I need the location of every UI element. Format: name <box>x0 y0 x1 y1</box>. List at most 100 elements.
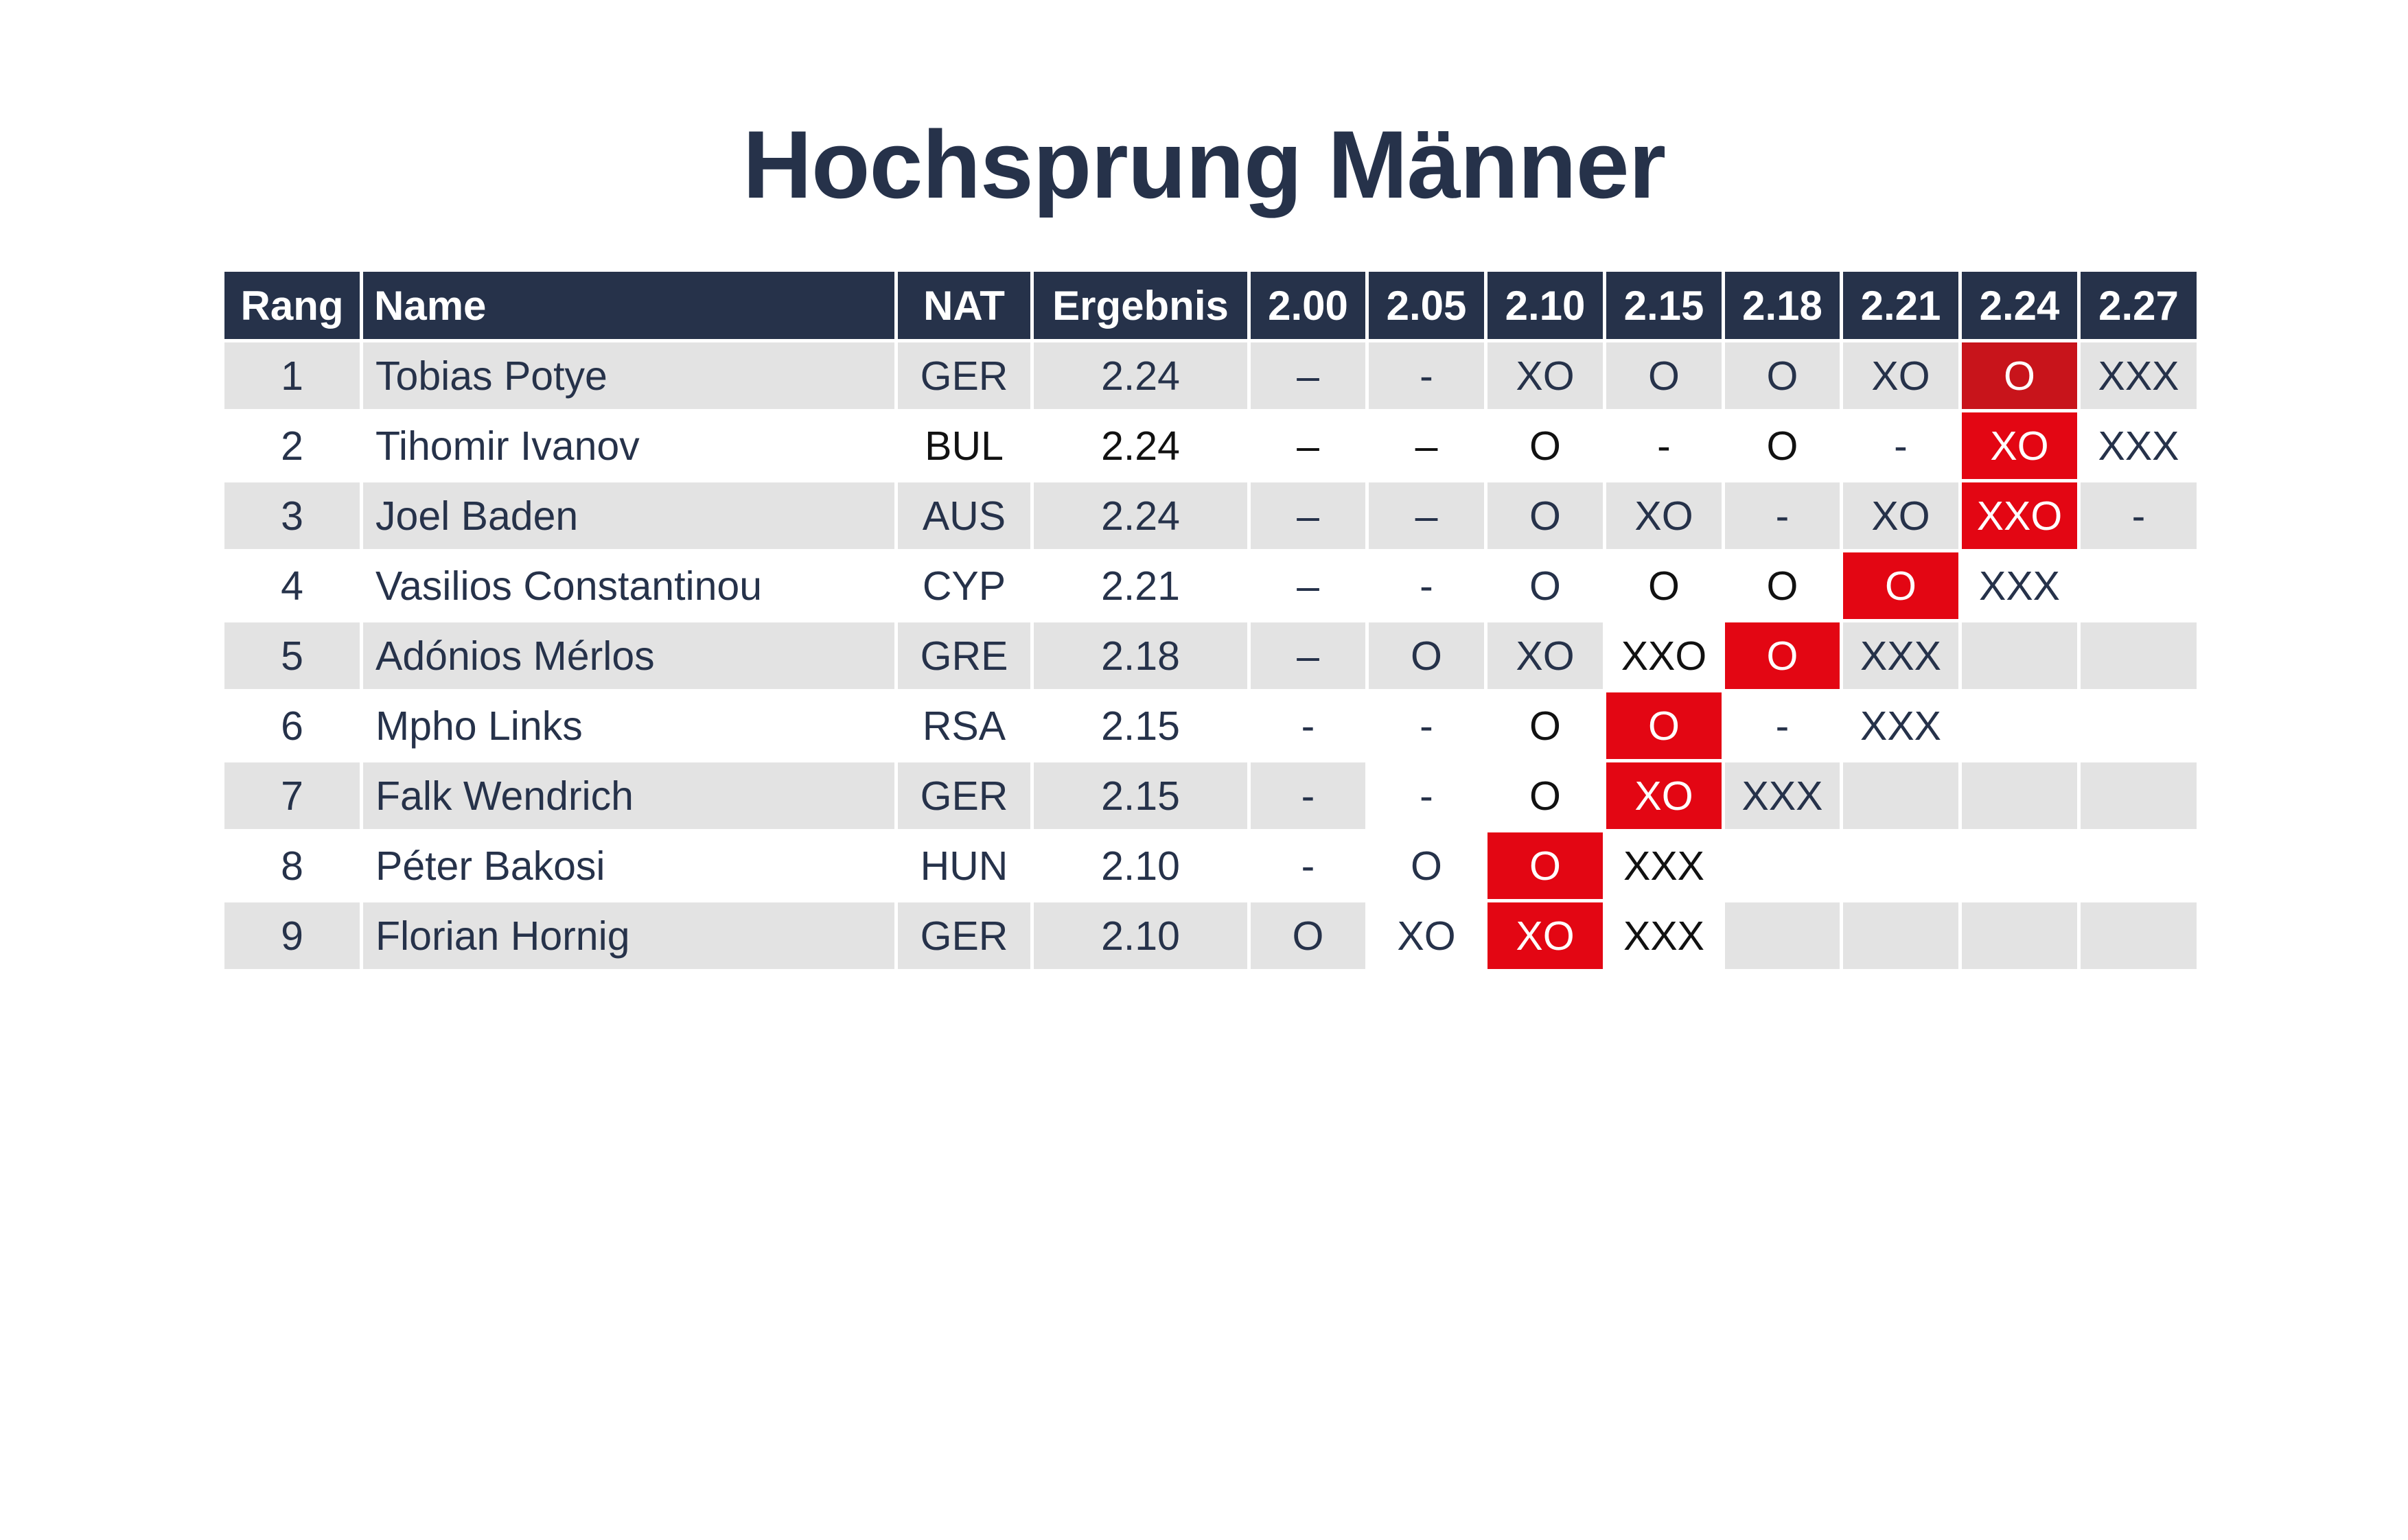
nation-cell: GER <box>894 339 1034 412</box>
table-row: 9 Florian Hornig GER 2.10 O XO XO XXX <box>221 899 2200 972</box>
table-row: 1 Tobias Potye GER 2.24 – - XO O O XO O … <box>221 339 2200 412</box>
attempt-cell: XO <box>1484 339 1606 412</box>
attempt-cell: O <box>1722 549 1843 622</box>
table-row: 5 Adónios Mérlos GRE 2.18 – O XO XXO O X… <box>221 619 2200 692</box>
rank-cell: 2 <box>221 409 363 482</box>
attempt-cell: O <box>1722 339 1843 412</box>
attempt-cell: – <box>1247 619 1369 692</box>
rank-cell: 4 <box>221 549 363 622</box>
attempt-cell: O <box>1603 339 1725 412</box>
attempt-cell <box>1840 759 1962 832</box>
rank-cell: 3 <box>221 479 363 552</box>
attempt-cell: XO <box>1840 479 1962 552</box>
nation-cell: RSA <box>894 689 1034 762</box>
result-cell: 2.18 <box>1030 619 1251 692</box>
best-attempt-cell: XO <box>1958 409 2081 482</box>
column-header-height-2-21: 2.21 <box>1840 268 1962 342</box>
athlete-name-cell: Florian Hornig <box>360 899 898 972</box>
attempt-cell: XO <box>1365 899 1487 972</box>
attempt-cell: XO <box>1603 479 1725 552</box>
attempt-cell: – <box>1365 409 1487 482</box>
column-header-height-2-27: 2.27 <box>2077 268 2200 342</box>
attempt-cell: O <box>1484 549 1606 622</box>
attempt-cell <box>1722 829 1843 902</box>
athlete-name-cell: Joel Baden <box>360 479 898 552</box>
rank-cell: 9 <box>221 899 363 972</box>
result-cell: 2.21 <box>1030 549 1251 622</box>
attempt-cell: O <box>1484 409 1606 482</box>
attempt-cell <box>1840 899 1962 972</box>
column-header-height-2-15: 2.15 <box>1603 268 1725 342</box>
nation-cell: GER <box>894 759 1034 832</box>
attempt-cell: - <box>2077 479 2200 552</box>
attempt-cell <box>2077 759 2200 832</box>
attempt-cell: XXX <box>1603 899 1725 972</box>
attempt-cell: - <box>1365 339 1487 412</box>
attempt-cell: – <box>1365 479 1487 552</box>
column-header-height-2-10: 2.10 <box>1484 268 1606 342</box>
attempt-cell <box>2077 899 2200 972</box>
athlete-name-cell: Tihomir Ivanov <box>360 409 898 482</box>
attempt-cell: O <box>1484 479 1606 552</box>
attempt-cell: O <box>1722 409 1843 482</box>
attempt-cell: - <box>1247 689 1369 762</box>
column-header-height-2-18: 2.18 <box>1722 268 1843 342</box>
best-attempt-cell: O <box>1722 619 1843 692</box>
attempt-cell: - <box>1247 759 1369 832</box>
athlete-name-cell: Adónios Mérlos <box>360 619 898 692</box>
attempt-cell <box>2077 619 2200 692</box>
table-row: 8 Péter Bakosi HUN 2.10 - O O XXX <box>221 829 2200 902</box>
attempt-cell: XXX <box>1840 689 1962 762</box>
table-row: 4 Vasilios Constantinou CYP 2.21 – - O O… <box>221 549 2200 622</box>
athlete-name-cell: Tobias Potye <box>360 339 898 412</box>
column-header-result: Ergebnis <box>1030 268 1251 342</box>
attempt-cell: – <box>1247 479 1369 552</box>
attempt-cell: O <box>1484 689 1606 762</box>
attempt-cell: XXX <box>1722 759 1843 832</box>
attempt-cell <box>1958 619 2081 692</box>
attempt-cell: - <box>1247 829 1369 902</box>
column-header-nat: NAT <box>894 268 1034 342</box>
attempt-cell <box>1958 899 2081 972</box>
table-row: 6 Mpho Links RSA 2.15 - - O O - XXX <box>221 689 2200 762</box>
nation-cell: CYP <box>894 549 1034 622</box>
result-cell: 2.10 <box>1030 829 1251 902</box>
attempt-cell: - <box>1603 409 1725 482</box>
attempt-cell: O <box>1365 829 1487 902</box>
best-attempt-cell: XXO <box>1958 479 2081 552</box>
attempt-cell: – <box>1247 339 1369 412</box>
table-row: 7 Falk Wendrich GER 2.15 - - O XO XXX <box>221 759 2200 832</box>
attempt-cell <box>1958 829 2081 902</box>
attempt-cell: O <box>1484 759 1606 832</box>
attempt-cell: - <box>1840 409 1962 482</box>
attempt-cell: XXX <box>1603 829 1725 902</box>
attempt-cell: O <box>1365 619 1487 692</box>
attempt-cell: XXX <box>2077 409 2200 482</box>
page-title: Hochsprung Männer <box>742 110 1666 218</box>
athlete-name-cell: Vasilios Constantinou <box>360 549 898 622</box>
attempt-cell: XO <box>1484 619 1606 692</box>
column-header-height-2-24: 2.24 <box>1958 268 2081 342</box>
best-attempt-cell: O <box>1484 829 1606 902</box>
rank-cell: 1 <box>221 339 363 412</box>
attempt-cell: - <box>1365 549 1487 622</box>
table-row: 2 Tihomir Ivanov BUL 2.24 – – O - O - XO… <box>221 409 2200 482</box>
nation-cell: AUS <box>894 479 1034 552</box>
attempt-cell: - <box>1722 479 1843 552</box>
athlete-name-cell: Mpho Links <box>360 689 898 762</box>
rank-cell: 6 <box>221 689 363 762</box>
table-header-row: Rang Name NAT Ergebnis 2.00 2.05 2.10 2.… <box>221 268 2200 342</box>
attempt-cell: – <box>1247 409 1369 482</box>
result-cell: 2.15 <box>1030 759 1251 832</box>
attempt-cell: XXO <box>1603 619 1725 692</box>
attempt-cell: - <box>1365 689 1487 762</box>
result-cell: 2.15 <box>1030 689 1251 762</box>
rank-cell: 5 <box>221 619 363 692</box>
attempt-cell: XO <box>1840 339 1962 412</box>
attempt-cell <box>1840 829 1962 902</box>
attempt-cell: XXX <box>1958 549 2081 622</box>
nation-cell: HUN <box>894 829 1034 902</box>
result-cell: 2.24 <box>1030 409 1251 482</box>
rank-cell: 8 <box>221 829 363 902</box>
result-cell: 2.24 <box>1030 339 1251 412</box>
